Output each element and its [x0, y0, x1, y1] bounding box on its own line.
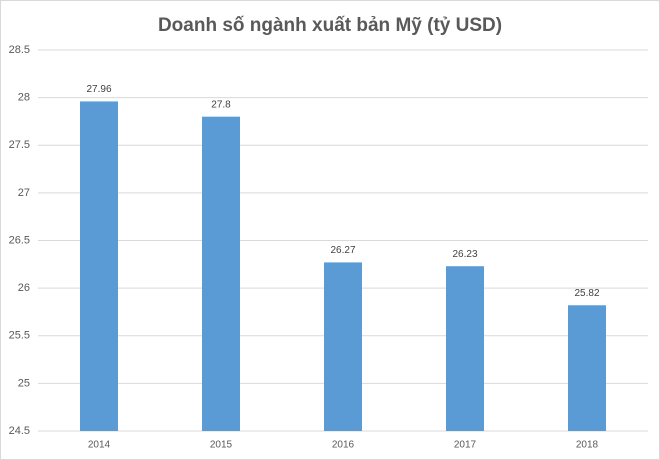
- data-label: 26.27: [330, 245, 355, 256]
- y-tick-label: 24.5: [9, 425, 30, 437]
- bar: [202, 116, 240, 432]
- x-tick-label: 2014: [88, 440, 111, 451]
- data-label: 27.8: [211, 99, 231, 110]
- y-tick-label: 25.5: [9, 330, 30, 342]
- y-tick-label: 25: [18, 377, 30, 389]
- x-tick-label: 2018: [576, 440, 599, 451]
- y-tick-label: 27.5: [9, 139, 30, 151]
- data-label: 27.96: [86, 84, 111, 95]
- x-tick-label: 2016: [332, 440, 355, 451]
- bar: [324, 262, 362, 431]
- bar: [568, 305, 606, 431]
- data-label: 26.23: [452, 249, 477, 260]
- data-label: 25.82: [574, 288, 599, 299]
- bar: [446, 266, 484, 431]
- x-tick-label: 2015: [210, 440, 233, 451]
- y-tick-label: 28: [18, 92, 30, 104]
- y-tick-label: 27: [18, 187, 30, 199]
- chart-title: Doanh số ngành xuất bản Mỹ (tỷ USD): [158, 15, 502, 36]
- y-tick-label: 26.5: [9, 234, 30, 246]
- x-tick-label: 2017: [454, 440, 477, 451]
- y-tick-label: 28.5: [9, 44, 30, 56]
- bar: [80, 101, 118, 431]
- y-tick-label: 26: [18, 282, 30, 294]
